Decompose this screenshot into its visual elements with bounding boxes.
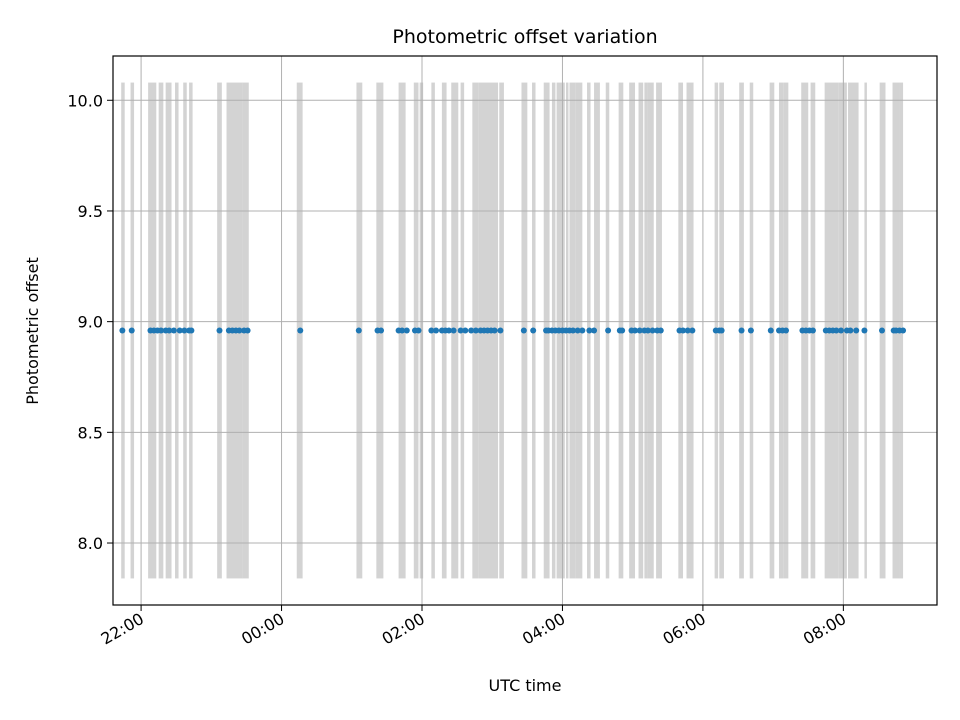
data-point-83 (783, 327, 790, 334)
data-point-62 (619, 327, 626, 334)
data-point-46 (530, 327, 537, 334)
data-point-77 (718, 327, 725, 334)
data-point-97 (878, 327, 885, 334)
data-point-19 (244, 327, 251, 334)
data-point-45 (520, 327, 527, 334)
data-point-0 (119, 327, 126, 334)
data-point-43 (491, 327, 498, 334)
data-point-70 (657, 327, 664, 334)
data-point-8 (170, 327, 177, 334)
data-point-44 (497, 327, 504, 334)
data-point-13 (216, 327, 223, 334)
data-point-60 (605, 327, 612, 334)
data-point-74 (689, 327, 696, 334)
data-point-68 (649, 327, 656, 334)
data-point-21 (355, 327, 362, 334)
y-axis-title: Photometric offset (23, 257, 42, 405)
data-point-95 (853, 327, 860, 334)
y-axis-ticks: 8.0 8.5 9.0 9.5 10.0 (67, 91, 113, 553)
data-point-87 (809, 327, 816, 334)
data-point-23 (378, 327, 385, 334)
data-point-59 (591, 327, 598, 334)
data-point-25 (399, 327, 406, 334)
data-point-20 (297, 327, 304, 334)
data-point-58 (586, 327, 593, 334)
data-point-26 (403, 327, 410, 334)
data-point-35 (457, 327, 464, 334)
data-point-30 (433, 327, 440, 334)
data-points (119, 327, 907, 334)
data-point-36 (462, 327, 469, 334)
data-point-37 (468, 327, 475, 334)
data-point-33 (445, 327, 452, 334)
data-point-5 (157, 327, 164, 334)
plot-frame (112, 55, 938, 606)
y-tick-label-1: 8.5 (78, 423, 103, 442)
data-point-55 (569, 327, 576, 334)
data-point-91 (833, 327, 840, 334)
data-point-29 (428, 327, 435, 334)
x-axis-title: UTC time (489, 676, 562, 695)
grid-lines (113, 56, 937, 605)
data-point-56 (574, 327, 581, 334)
data-point-101 (900, 327, 907, 334)
y-tick-label-2: 9.0 (78, 313, 103, 332)
data-point-38 (472, 327, 479, 334)
data-point-1 (128, 327, 135, 334)
data-point-78 (738, 327, 745, 334)
data-point-79 (747, 327, 754, 334)
data-point-65 (636, 327, 643, 334)
data-point-67 (644, 327, 651, 334)
data-point-80 (767, 327, 774, 334)
data-point-96 (861, 327, 868, 334)
y-tick-label-0: 8.0 (78, 534, 103, 553)
data-point-17 (236, 327, 243, 334)
data-point-92 (838, 327, 845, 334)
y-tick-label-4: 10.0 (67, 91, 103, 110)
data-point-10 (181, 327, 188, 334)
data-point-73 (684, 327, 691, 334)
data-point-9 (176, 327, 183, 334)
data-point-34 (450, 327, 457, 334)
data-point-94 (847, 327, 854, 334)
y-tick-label-3: 9.5 (78, 202, 103, 221)
data-point-28 (415, 327, 422, 334)
chart-title: Photometric offset variation (392, 26, 657, 48)
data-point-72 (680, 327, 687, 334)
data-point-12 (188, 327, 195, 334)
data-point-57 (579, 327, 586, 334)
data-point-7 (166, 327, 173, 334)
data-point-64 (632, 327, 639, 334)
